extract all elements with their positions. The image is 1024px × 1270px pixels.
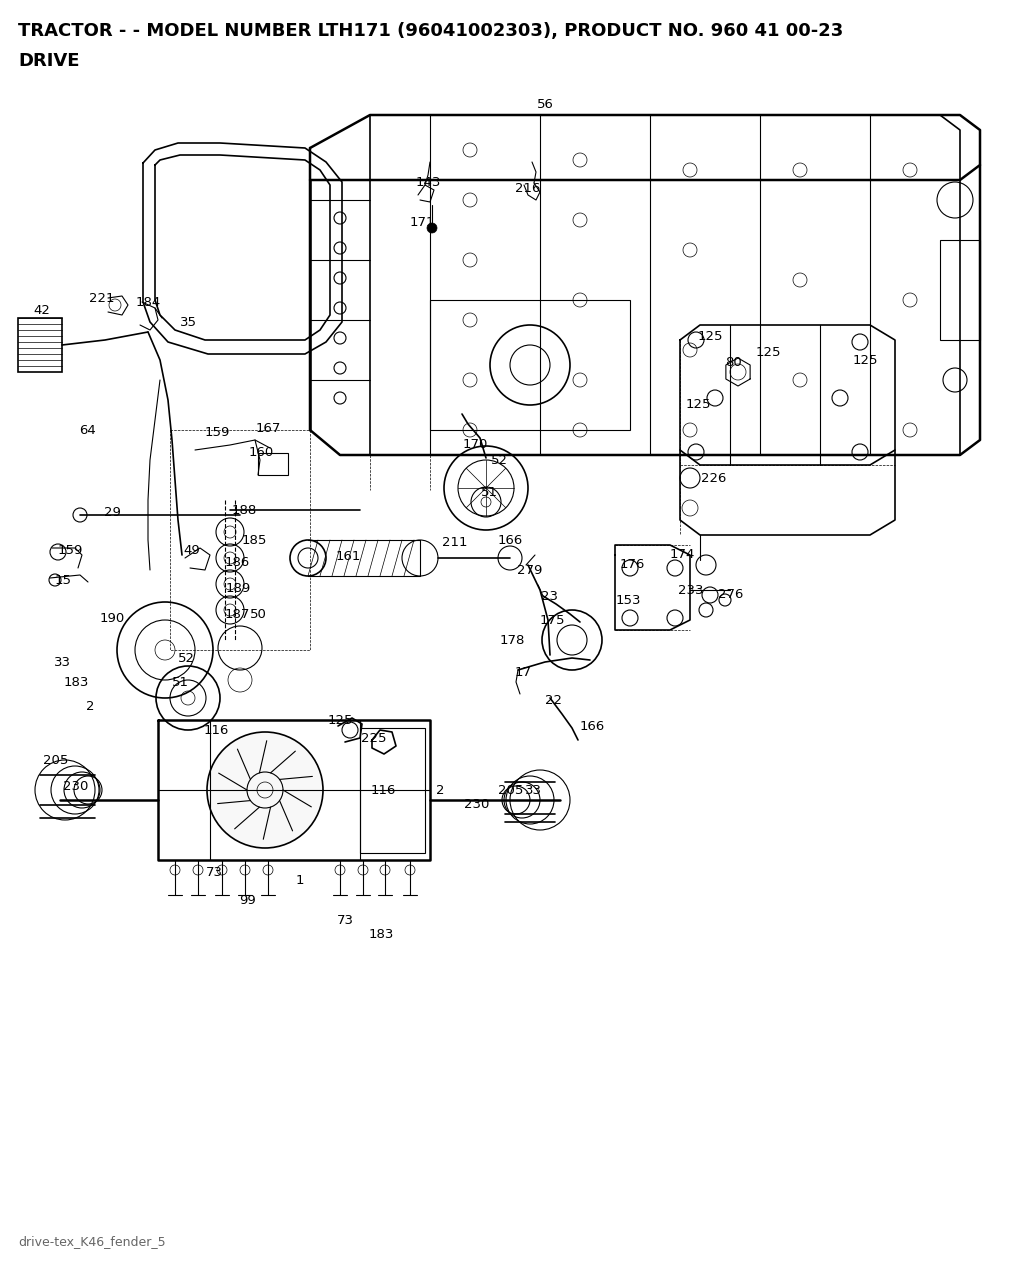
Text: 52: 52 <box>177 652 195 664</box>
Text: 185: 185 <box>242 533 266 546</box>
Text: 23: 23 <box>541 589 557 602</box>
Text: 99: 99 <box>240 894 256 907</box>
Text: 116: 116 <box>204 724 228 737</box>
Text: DRIVE: DRIVE <box>18 52 80 70</box>
Text: 56: 56 <box>537 99 553 112</box>
Text: 49: 49 <box>183 544 201 556</box>
Text: 15: 15 <box>54 574 72 587</box>
Text: 190: 190 <box>99 611 125 625</box>
Bar <box>18 318 62 372</box>
Text: 125: 125 <box>756 345 780 358</box>
Text: 170: 170 <box>462 437 487 451</box>
Text: 50: 50 <box>250 607 266 621</box>
Text: 153: 153 <box>615 593 641 607</box>
Text: 221: 221 <box>89 292 115 305</box>
Bar <box>940 240 980 340</box>
Text: 2: 2 <box>436 784 444 796</box>
Text: 188: 188 <box>231 503 257 517</box>
Text: 33: 33 <box>524 784 542 796</box>
Text: 186: 186 <box>224 555 250 569</box>
Text: 51: 51 <box>171 676 188 688</box>
Text: 226: 226 <box>701 471 727 484</box>
Text: 1: 1 <box>296 874 304 886</box>
Text: 187: 187 <box>224 607 250 621</box>
Text: 276: 276 <box>718 588 743 602</box>
Text: 116: 116 <box>371 784 395 796</box>
Text: 166: 166 <box>498 533 522 546</box>
Text: 183: 183 <box>63 676 89 688</box>
Text: 184: 184 <box>135 296 161 309</box>
Text: 175: 175 <box>540 613 565 626</box>
Bar <box>360 728 425 853</box>
Text: 171: 171 <box>410 216 435 229</box>
Text: 125: 125 <box>852 353 878 367</box>
Circle shape <box>427 224 437 232</box>
Text: 51: 51 <box>480 485 498 499</box>
Text: 125: 125 <box>697 329 723 343</box>
Text: 42: 42 <box>34 304 50 316</box>
Text: drive-tex_K46_fender_5: drive-tex_K46_fender_5 <box>18 1234 166 1248</box>
Text: 35: 35 <box>179 315 197 329</box>
Text: 230: 230 <box>464 798 489 810</box>
Text: 125: 125 <box>685 399 711 411</box>
Text: 167: 167 <box>255 422 281 434</box>
Text: TRACTOR - - MODEL NUMBER LTH171 (96041002303), PRODUCT NO. 960 41 00-23: TRACTOR - - MODEL NUMBER LTH171 (9604100… <box>18 22 843 39</box>
Text: 159: 159 <box>57 544 83 556</box>
Text: 73: 73 <box>337 913 353 927</box>
Text: 205: 205 <box>43 753 69 767</box>
Text: 161: 161 <box>335 550 360 563</box>
Text: 205: 205 <box>499 784 523 796</box>
Text: 52: 52 <box>490 453 508 466</box>
Bar <box>258 453 288 475</box>
Text: 159: 159 <box>205 425 229 438</box>
Text: 233: 233 <box>678 583 703 597</box>
Text: 183: 183 <box>369 927 393 941</box>
Text: 73: 73 <box>206 865 222 879</box>
Text: 216: 216 <box>515 182 541 194</box>
Text: 166: 166 <box>580 720 604 733</box>
Text: 29: 29 <box>103 505 121 518</box>
Text: 125: 125 <box>328 714 352 726</box>
Text: 22: 22 <box>546 693 562 706</box>
Text: 33: 33 <box>53 655 71 668</box>
Text: 174: 174 <box>670 549 694 561</box>
Text: 225: 225 <box>361 732 387 744</box>
Bar <box>430 300 630 431</box>
Text: 178: 178 <box>500 634 524 646</box>
Text: 211: 211 <box>442 536 468 549</box>
Text: 189: 189 <box>225 582 251 594</box>
Text: 64: 64 <box>80 423 96 437</box>
Text: 143: 143 <box>416 177 440 189</box>
Text: 80: 80 <box>725 357 741 370</box>
Text: 2: 2 <box>86 700 94 712</box>
Text: 160: 160 <box>249 446 273 458</box>
Circle shape <box>207 732 323 848</box>
Text: 176: 176 <box>620 558 645 570</box>
Text: 17: 17 <box>514 665 531 678</box>
Text: 279: 279 <box>517 564 543 577</box>
Text: 230: 230 <box>63 780 89 792</box>
